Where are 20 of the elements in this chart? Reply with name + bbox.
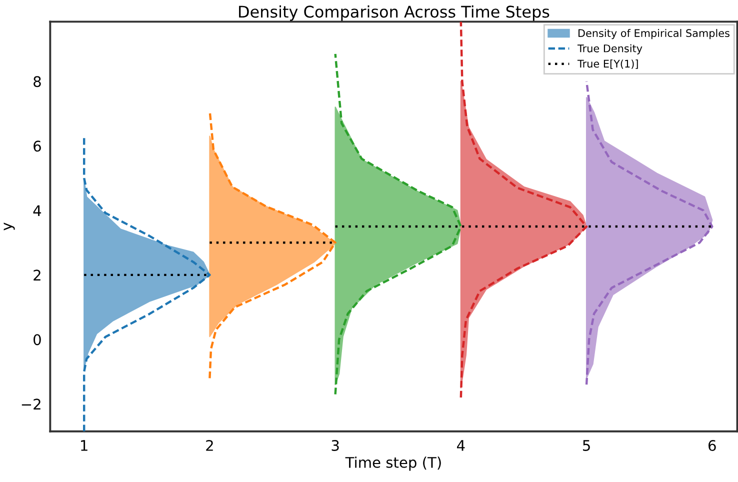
legend-label: Density of Empirical Samples (578, 28, 730, 40)
x-axis-title: Time step (T) (345, 456, 441, 471)
line-series (82, 135, 211, 432)
x-tick-label: 2 (206, 440, 213, 451)
x-tick-label: 5 (583, 440, 590, 452)
y-tick-label: 4 (33, 205, 42, 216)
y-tick-label: 8 (34, 76, 41, 88)
y-axis-title: y (4, 222, 15, 230)
line-series (334, 52, 462, 396)
x-tick-label: 3 (332, 440, 339, 452)
y-tick-label: 0 (34, 334, 41, 346)
y-tick-label: 6 (34, 140, 41, 152)
legend-label: True E[Y(1)] (577, 60, 638, 69)
x-tick-label: 4 (456, 440, 465, 451)
y-tick-label: −2 (22, 398, 40, 410)
x-tick-label: 1 (81, 440, 88, 451)
x-tick-label: 6 (708, 440, 716, 452)
legend-label: True Density (577, 44, 642, 54)
y-tick-label: 2 (34, 270, 40, 280)
chart-title: Density Comparison Across Time Steps (239, 5, 550, 21)
